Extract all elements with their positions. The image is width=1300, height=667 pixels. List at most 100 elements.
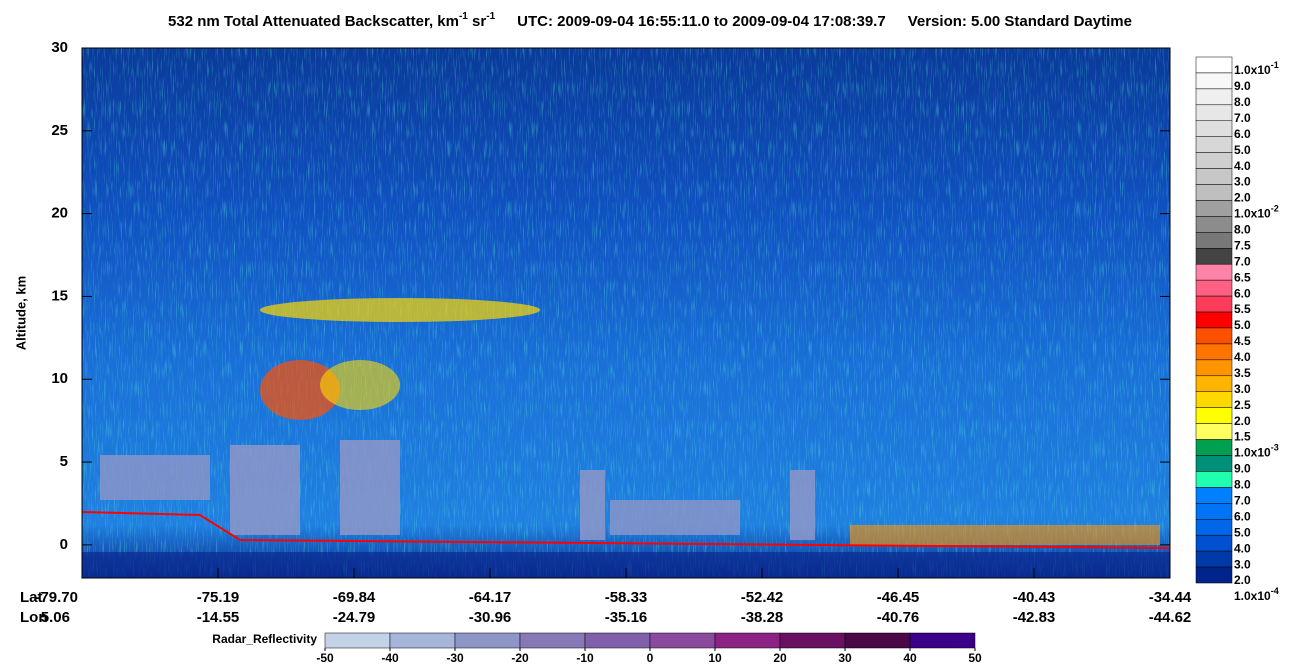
- colorbar-swatch: [1195, 391, 1233, 408]
- radar-swatch: [519, 632, 586, 649]
- colorbar-label: 1.0x10-2: [1234, 204, 1279, 221]
- colorbar-swatch: [1195, 216, 1233, 233]
- colorbar-label: 1.5: [1234, 430, 1251, 444]
- title-part: Version: 5.00 Standard Daytime: [908, 13, 1132, 30]
- title-part: sr: [468, 13, 487, 30]
- colorbar-label: 5.0: [1234, 525, 1251, 539]
- radar-tick-label: -30: [446, 651, 464, 665]
- colorbar-label: 5.5: [1234, 302, 1251, 316]
- x-row-label: Lat: [20, 589, 43, 606]
- lon-label: -44.62: [1149, 609, 1192, 626]
- radar-tick-label: -10: [576, 651, 594, 665]
- title-part: 532 nm Total Attenuated Backscatter, km: [168, 13, 459, 30]
- colorbar-label: 4.0: [1234, 350, 1251, 364]
- lat-label: -58.33: [605, 589, 648, 606]
- colorbar-label: 1.0x10-1: [1234, 60, 1279, 77]
- title-part: -1: [459, 11, 468, 22]
- title-part: -1: [486, 11, 495, 22]
- colorbar-swatch: [1195, 248, 1233, 265]
- colorbar-swatch: [1195, 104, 1233, 122]
- colorbar-label-base: 1.0x10: [1234, 207, 1271, 221]
- radar-tick-label: -20: [511, 651, 529, 665]
- colorbar-label: 8.0: [1234, 478, 1251, 492]
- lat-label: -69.84: [333, 589, 376, 606]
- colorbar-label: 3.0: [1234, 557, 1251, 571]
- y-tick-label: 20: [51, 205, 68, 222]
- radar-tick-label: 40: [903, 651, 917, 665]
- colorbar-label: 7.0: [1234, 493, 1251, 507]
- plot-background: [81, 48, 1171, 578]
- colorbar-swatch: [1195, 487, 1233, 504]
- chart-title: 532 nm Total Attenuated Backscatter, km-…: [168, 11, 1132, 30]
- radar-tick-label: 0: [647, 651, 654, 665]
- colorbar-swatch: [1195, 200, 1233, 217]
- radar-swatch: [779, 632, 846, 649]
- colorbar-swatch: [1195, 375, 1233, 392]
- colorbar-swatch: [1195, 455, 1233, 472]
- radar-swatch: [389, 632, 456, 649]
- y-tick-label: 15: [51, 287, 68, 304]
- colorbar-label: 6.5: [1234, 270, 1251, 284]
- colorbar-swatch: [1195, 471, 1233, 488]
- radar-label: Radar_Reflectivity: [212, 632, 317, 646]
- colorbar-label: 2.0: [1234, 573, 1251, 587]
- colorbar-swatch: [1195, 503, 1233, 520]
- colorbar-swatch: [1195, 550, 1233, 568]
- radar-swatch: [454, 632, 521, 649]
- colorbar-label: 5.0: [1234, 318, 1251, 332]
- colorbar-label: 6.0: [1234, 286, 1251, 300]
- colorbar-swatch: [1195, 295, 1233, 313]
- colorbar-label-base: 1.0x10: [1234, 589, 1271, 603]
- radar-swatch: [324, 632, 391, 649]
- colorbar-label: 7.5: [1234, 238, 1251, 252]
- lat-label: -40.43: [1013, 589, 1056, 606]
- colorbar-label-base: 1.0x10: [1234, 63, 1271, 77]
- colorbar-swatch: [1195, 88, 1233, 106]
- colorbar-label: 8.0: [1234, 223, 1251, 237]
- colorbar-swatch: [1195, 136, 1233, 153]
- colorbar-swatch: [1195, 519, 1233, 536]
- lon-label: -24.79: [333, 609, 376, 626]
- y-tick-label: 30: [51, 39, 68, 56]
- colorbar-swatch: [1195, 311, 1233, 329]
- colorbar-label-exp: -3: [1271, 443, 1279, 453]
- colorbar-label: 2.0: [1234, 191, 1251, 205]
- radar-swatch: [909, 632, 976, 649]
- colorbar-swatch: [1195, 120, 1233, 137]
- colorbar-label: 7.0: [1234, 254, 1251, 268]
- colorbar-swatch: [1195, 184, 1233, 201]
- colorbar-swatch: [1195, 359, 1233, 377]
- colorbar-swatch: [1195, 279, 1233, 297]
- y-tick-label: 5: [60, 453, 68, 470]
- lon-label: -35.16: [605, 609, 648, 626]
- colorbar-label: 4.0: [1234, 541, 1251, 555]
- lon-label: -40.76: [877, 609, 920, 626]
- radar-swatch: [584, 632, 651, 649]
- colorbar-swatch: [1195, 423, 1233, 440]
- colorbar-label-exp: -1: [1271, 60, 1279, 70]
- lat-label: -46.45: [877, 589, 920, 606]
- radar-tick-label: -40: [381, 651, 399, 665]
- lon-label: -42.83: [1013, 609, 1056, 626]
- colorbar-label: 6.0: [1234, 509, 1251, 523]
- colorbar-swatch: [1195, 232, 1233, 249]
- radar-swatch: [844, 632, 911, 649]
- colorbar-swatch: [1195, 263, 1233, 281]
- colorbar-label: 4.0: [1234, 159, 1251, 173]
- lat-label: -52.42: [741, 589, 784, 606]
- colorbar-swatch: [1195, 343, 1233, 361]
- radar-tick-label: -50: [316, 651, 334, 665]
- colorbar-label-exp: -2: [1271, 204, 1279, 214]
- colorbar-label: 3.0: [1234, 382, 1251, 396]
- radar-swatch: [714, 632, 781, 649]
- colorbar-label: 2.5: [1234, 398, 1251, 412]
- lon-label: 5.06: [41, 609, 70, 626]
- y-tick-label: 0: [60, 536, 68, 553]
- radar-tick-label: 10: [708, 651, 722, 665]
- y-tick-label: 10: [51, 370, 68, 387]
- colorbar-swatch: [1195, 439, 1233, 456]
- colorbar-swatch: [1195, 327, 1233, 345]
- colorbar-label: 3.5: [1234, 366, 1251, 380]
- x-row-label: Lon: [20, 609, 48, 626]
